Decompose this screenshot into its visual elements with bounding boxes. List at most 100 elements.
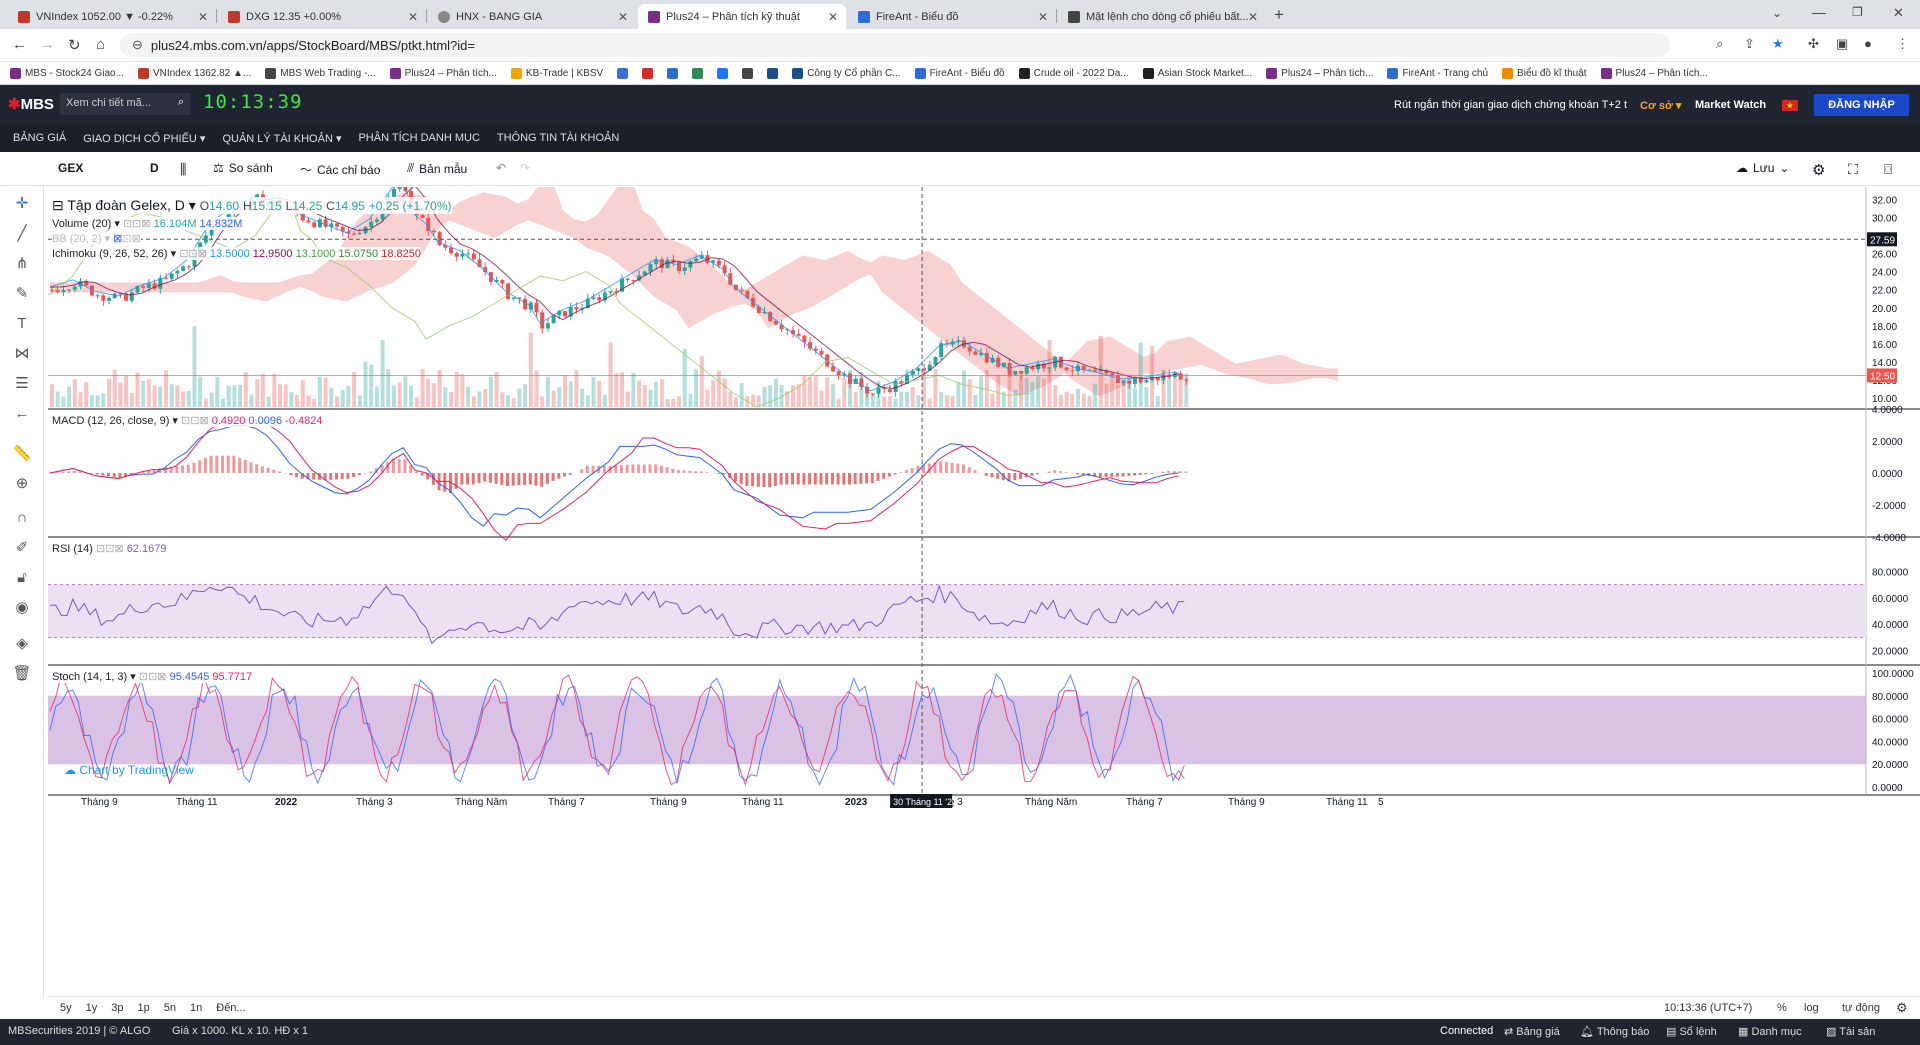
candle-style-icon[interactable]: ⫼ <box>180 161 187 177</box>
settings-gear-icon[interactable]: ⚙ <box>1812 162 1826 179</box>
search-icon[interactable]: ⌕ <box>177 96 184 108</box>
close-icon[interactable]: ✕ <box>1247 9 1258 24</box>
bookmark-item[interactable] <box>617 67 629 79</box>
tab-search-icon[interactable]: ⌄ <box>1772 6 1783 20</box>
range-button[interactable]: Đến... <box>216 1002 246 1014</box>
symbol-input[interactable]: GEX <box>58 161 84 175</box>
trendline-icon[interactable]: ╱ <box>17 225 27 242</box>
restore-button[interactable]: ❐ <box>1852 5 1863 19</box>
site-info-icon[interactable]: ⊖ <box>132 37 143 52</box>
login-button[interactable]: ĐĂNG NHẬP <box>1814 94 1909 116</box>
pitchfork-icon[interactable]: ⋔ <box>15 255 29 272</box>
menu-icon[interactable]: ⋮ <box>1896 36 1909 51</box>
templates-button[interactable]: ⫻ Bản mẫu <box>407 161 468 176</box>
collapse-icon[interactable]: ⊟ <box>52 197 64 213</box>
redo-icon[interactable]: ↷ <box>520 161 531 175</box>
zoom-icon[interactable]: ⌕ <box>1716 36 1724 51</box>
status-danh-muc[interactable]: ▦ Danh mục <box>1738 1026 1802 1038</box>
range-button[interactable]: 1p <box>137 1002 150 1014</box>
tab-matlenh[interactable]: Mặt lệnh cho dòng cổ phiếu bất... ✕ <box>1058 4 1266 29</box>
bookmark-item[interactable] <box>717 67 729 79</box>
sidepanel-icon[interactable]: ▣ <box>1836 36 1849 51</box>
interval-selector[interactable]: D <box>150 161 159 175</box>
vietnam-flag-icon[interactable]: ★ <box>1782 100 1798 111</box>
close-icon[interactable]: ✕ <box>827 9 838 24</box>
nav-giao-dich[interactable]: GIAO DỊCH CỔ PHIẾU ▾ <box>83 132 206 145</box>
close-icon[interactable]: ✕ <box>617 9 628 24</box>
bookmark-item[interactable]: Biểu đồ kĩ thuật <box>1502 67 1587 79</box>
bookmark-item[interactable]: Plus24 – Phân tích... <box>1600 67 1708 79</box>
market-type-dropdown[interactable]: Cơ sở ▾ <box>1640 100 1682 112</box>
fullscreen-icon[interactable]: ⛶ <box>1848 161 1858 177</box>
bookmark-item[interactable]: Plus24 – Phân tích... <box>1266 67 1373 79</box>
status-bang-gia[interactable]: ⇄ Bảng giá <box>1504 1026 1560 1038</box>
bookmark-item[interactable] <box>667 67 679 79</box>
chart-settings-icon[interactable]: ⚙ <box>1896 1000 1908 1015</box>
bookmark-item[interactable]: VNIndex 1362.82 ▲... <box>137 67 251 79</box>
undo-icon[interactable]: ↶ <box>496 161 507 175</box>
bookmark-item[interactable]: Asian Stock Market... <box>1142 67 1252 79</box>
percent-toggle[interactable]: % <box>1777 1002 1787 1014</box>
bookmark-item[interactable]: MBS - Stock24 Giao... <box>10 67 124 79</box>
log-toggle[interactable]: log <box>1804 1002 1819 1014</box>
bookmark-star-icon[interactable]: ★ <box>1772 36 1784 51</box>
tab-fireant[interactable]: FireAnt - Biểu đồ ✕ <box>848 4 1056 29</box>
forward-icon[interactable]: → <box>40 36 55 53</box>
nav-phan-tich[interactable]: PHÂN TÍCH DANH MỤC <box>358 132 480 144</box>
layers-icon[interactable]: ◈ <box>16 635 28 652</box>
close-icon[interactable]: ✕ <box>197 9 208 24</box>
back-icon[interactable]: ← <box>12 36 27 53</box>
chart-svg[interactable]: 32.0030.0028.0026.0024.0022.0020.0018.00… <box>48 187 1920 997</box>
ruler-icon[interactable]: 📏 <box>12 445 32 462</box>
reload-icon[interactable]: ↻ <box>68 37 81 54</box>
bookmark-item[interactable]: FireAnt - Biểu đồ <box>914 67 1005 79</box>
bookmark-item[interactable]: FireAnt - Trang chủ <box>1387 67 1488 79</box>
lock-icon[interactable]: 🔓︎ <box>17 569 27 586</box>
eye-icon[interactable]: ◉ <box>15 599 29 616</box>
window-close-button[interactable]: ✕ <box>1893 5 1904 20</box>
back-arrow-icon[interactable]: ← <box>14 405 30 422</box>
auto-toggle[interactable]: tự động <box>1842 1002 1880 1014</box>
bookmark-item[interactable]: Crude oil - 2022 Da... <box>1018 67 1129 79</box>
extensions-icon[interactable]: ✣ <box>1808 36 1819 51</box>
nav-thong-tin[interactable]: THÔNG TIN TÀI KHOẢN <box>496 132 620 144</box>
tab-plus24[interactable]: Plus24 – Phân tích kỹ thuật ✕ <box>638 4 846 29</box>
stay-drawing-icon[interactable]: ✐ <box>15 539 29 556</box>
news-ticker[interactable]: Rút ngắn thời gian giao dịch chứng khoán… <box>1394 99 1628 111</box>
brush-icon[interactable]: ✎ <box>15 285 29 302</box>
new-tab-button[interactable]: + <box>1274 5 1284 24</box>
status-tai-san[interactable]: ▨ Tài sản <box>1826 1026 1876 1038</box>
pattern-icon[interactable]: ⋈ <box>14 345 30 362</box>
chart-area[interactable]: 32.0030.0028.0026.0024.0022.0020.0018.00… <box>48 187 1920 997</box>
close-icon[interactable]: ✕ <box>1037 9 1048 24</box>
profile-icon[interactable]: ● <box>1864 36 1872 51</box>
text-icon[interactable]: T <box>17 315 27 332</box>
bookmark-item[interactable] <box>692 67 704 79</box>
close-icon[interactable]: ✕ <box>407 9 418 24</box>
mbs-logo[interactable]: ✱MBS <box>8 96 54 113</box>
nav-quan-ly[interactable]: QUẢN LÝ TÀI KHOẢN ▾ <box>222 132 342 145</box>
status-so-lenh[interactable]: ▤ Sổ lệnh <box>1666 1026 1717 1038</box>
tab-vnindex[interactable]: VNIndex 1052.00 ▼ -0.22% ✕ <box>8 4 216 29</box>
range-button[interactable]: 5y <box>60 1002 72 1014</box>
snapshot-camera-icon[interactable]: ⌼ <box>1884 161 1893 177</box>
url-field[interactable]: ⊖ plus24.mbs.com.vn/apps/StockBoard/MBS/p… <box>120 33 1670 57</box>
symbol-search-input[interactable]: Xem chi tiết mã... ⌕ <box>60 93 190 115</box>
nav-bang-gia[interactable]: BẢNG GIÁ <box>13 132 67 144</box>
bookmark-item[interactable]: MBS Web Trading -... <box>265 67 376 79</box>
magnet-icon[interactable]: ∩ <box>16 509 28 526</box>
save-button[interactable]: ☁ Lưu ⌄ <box>1736 161 1790 175</box>
tab-dxg[interactable]: DXG 12.35 +0.00% ✕ <box>218 4 426 29</box>
indicators-button[interactable]: 〜 Các chỉ báo <box>300 162 381 178</box>
bookmark-item[interactable]: Plus24 – Phân tích... <box>389 67 497 79</box>
bookmark-item[interactable] <box>767 67 779 79</box>
market-watch-link[interactable]: Market Watch <box>1695 99 1767 111</box>
compare-button[interactable]: ⚖ So sánh <box>213 161 273 175</box>
bookmark-item[interactable] <box>642 67 654 79</box>
bookmark-item[interactable] <box>742 67 754 79</box>
tab-hnx[interactable]: HNX - BANG GIA ✕ <box>428 4 636 29</box>
status-thong-bao[interactable]: 🔔︎ Thông báo <box>1580 1026 1650 1038</box>
share-icon[interactable]: ⇪ <box>1744 36 1755 51</box>
bookmark-item[interactable]: Công ty Cổ phần C... <box>792 67 901 79</box>
crosshair-icon[interactable]: ✛ <box>15 195 29 212</box>
